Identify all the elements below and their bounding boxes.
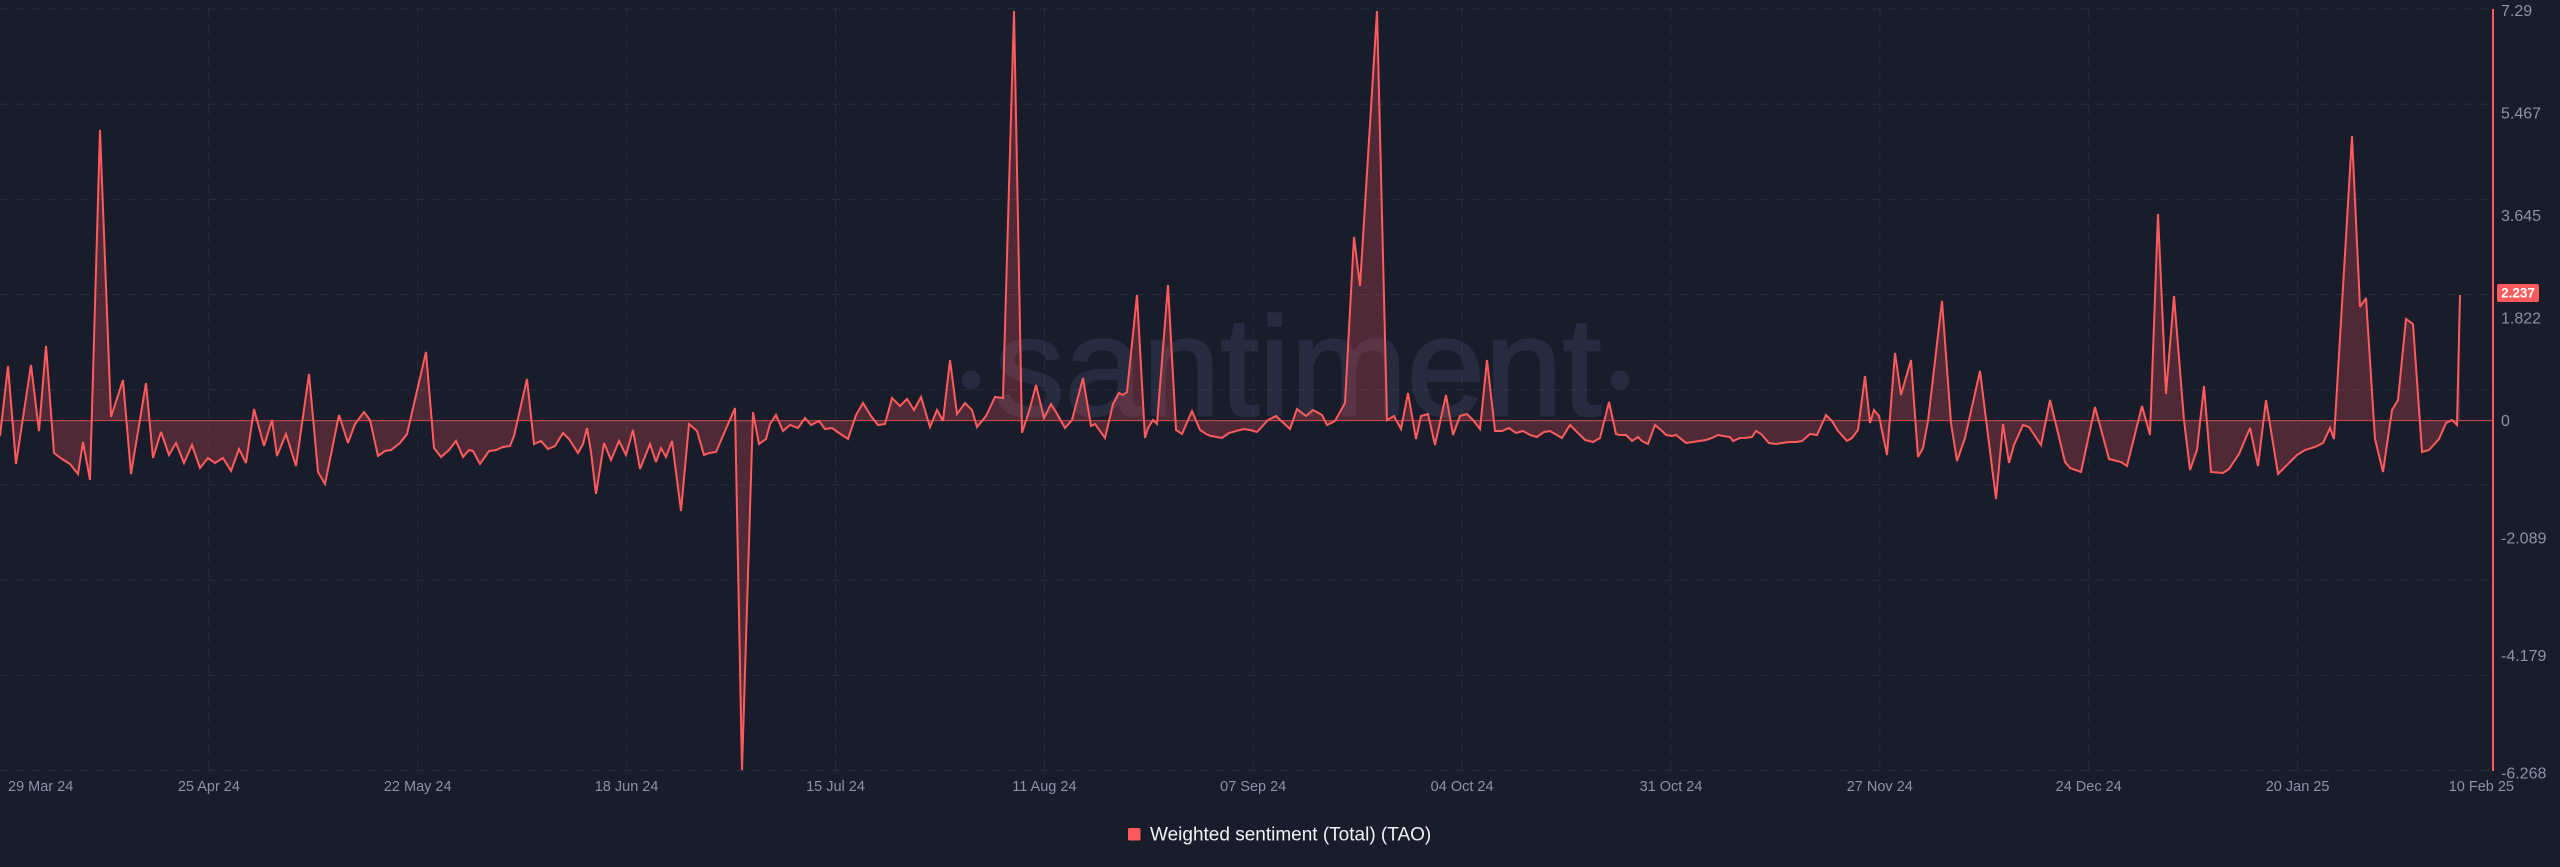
svg-text:27 Nov 24: 27 Nov 24 bbox=[1847, 779, 1913, 795]
svg-text:04 Oct 24: 04 Oct 24 bbox=[1431, 779, 1494, 795]
svg-text:15 Jul 24: 15 Jul 24 bbox=[806, 779, 865, 795]
svg-text:7.29: 7.29 bbox=[2501, 3, 2532, 20]
svg-text:31 Oct 24: 31 Oct 24 bbox=[1640, 779, 1703, 795]
svg-text:-6.268: -6.268 bbox=[2501, 766, 2546, 783]
svg-text:5.467: 5.467 bbox=[2501, 106, 2541, 123]
svg-text:santiment: santiment bbox=[995, 288, 1602, 445]
svg-text:10 Feb 25: 10 Feb 25 bbox=[2449, 779, 2514, 795]
svg-text:2.237: 2.237 bbox=[2501, 286, 2535, 301]
svg-text:20 Jan 25: 20 Jan 25 bbox=[2266, 779, 2330, 795]
svg-text:25 Apr 24: 25 Apr 24 bbox=[178, 779, 240, 795]
svg-text:-4.179: -4.179 bbox=[2501, 648, 2546, 665]
svg-text:18 Jun 24: 18 Jun 24 bbox=[595, 779, 659, 795]
svg-text:0: 0 bbox=[2501, 413, 2510, 430]
svg-text:11 Aug 24: 11 Aug 24 bbox=[1012, 779, 1076, 795]
svg-text:-2.089: -2.089 bbox=[2501, 531, 2546, 548]
svg-text:22 May 24: 22 May 24 bbox=[384, 779, 452, 795]
svg-text:24 Dec 24: 24 Dec 24 bbox=[2056, 779, 2122, 795]
svg-text:29 Mar 24: 29 Mar 24 bbox=[8, 779, 73, 795]
svg-text:1.822: 1.822 bbox=[2501, 311, 2541, 328]
svg-text:3.645: 3.645 bbox=[2501, 208, 2541, 225]
svg-text:Weighted sentiment (Total) (TA: Weighted sentiment (Total) (TAO) bbox=[1150, 825, 1431, 846]
svg-text:07 Sep 24: 07 Sep 24 bbox=[1220, 779, 1286, 795]
